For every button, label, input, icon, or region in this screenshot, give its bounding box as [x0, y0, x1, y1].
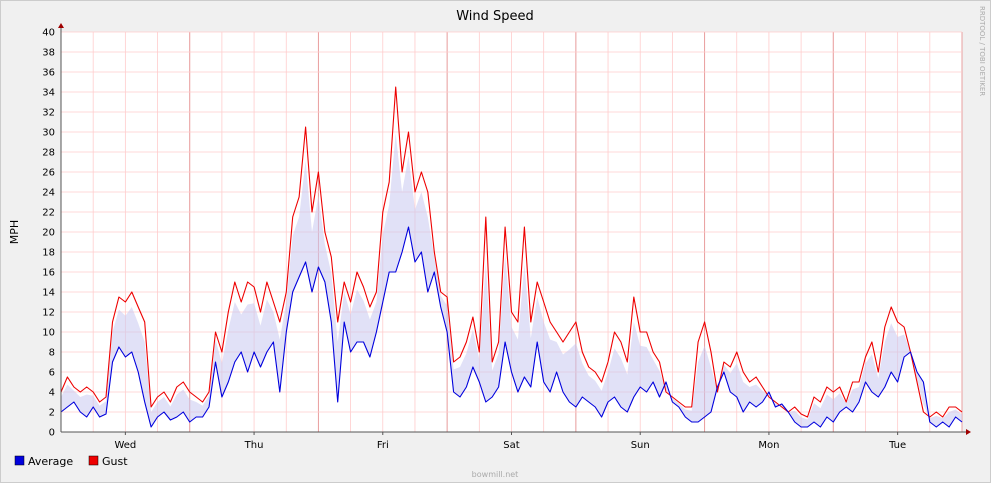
y-tick-label: 12 [42, 308, 55, 319]
x-tick-label: Wed [114, 440, 136, 451]
y-tick-label: 38 [42, 48, 55, 59]
x-tick-label: Fri [377, 440, 389, 451]
y-tick-label: 14 [42, 288, 55, 299]
y-tick-label: 36 [42, 68, 55, 79]
series-line-gust [60, 86, 963, 418]
y-tick-label: 34 [42, 88, 55, 99]
legend-label-gust: Gust [102, 455, 128, 468]
y-tick-label: 2 [49, 408, 55, 419]
y-tick-label: 20 [42, 228, 55, 239]
y-tick-label: 30 [42, 128, 55, 139]
y-tick-label: 0 [49, 428, 55, 439]
y-tick-label: 24 [42, 188, 55, 199]
average-range-band [61, 133, 962, 428]
watermark: RRDTOOL / TOBI OETIKER [978, 6, 986, 96]
y-axis-label: MPH [8, 220, 21, 244]
x-tick-label: Thu [244, 440, 264, 451]
x-tick-label: Tue [888, 440, 906, 451]
y-axis-arrow [58, 23, 64, 28]
x-axis-arrow [966, 429, 971, 435]
y-tick-label: 10 [42, 328, 55, 339]
x-tick-label: Mon [758, 440, 779, 451]
chart-title: Wind Speed [456, 9, 534, 24]
y-tick-label: 6 [49, 368, 55, 379]
legend-swatch-average [14, 455, 25, 466]
y-tick-label: 18 [42, 248, 55, 259]
x-tick-label: Sat [503, 440, 519, 451]
y-tick-label: 16 [42, 268, 55, 279]
legend-swatch-gust [88, 455, 99, 466]
footer-credit: bowmill.net [472, 470, 519, 479]
y-tick-label: 26 [42, 168, 55, 179]
series-line-average [60, 226, 963, 428]
y-tick-label: 4 [49, 388, 55, 399]
y-tick-label: 28 [42, 148, 55, 159]
y-tick-label: 22 [42, 208, 55, 219]
plot-area: 0246810121416182022242628303234363840Wed… [42, 23, 971, 451]
y-tick-label: 8 [49, 348, 55, 359]
legend: Average Gust [14, 455, 128, 468]
y-tick-label: 40 [42, 28, 55, 39]
x-tick-label: Sun [631, 440, 650, 451]
y-tick-label: 32 [42, 108, 55, 119]
legend-label-average: Average [28, 455, 73, 468]
